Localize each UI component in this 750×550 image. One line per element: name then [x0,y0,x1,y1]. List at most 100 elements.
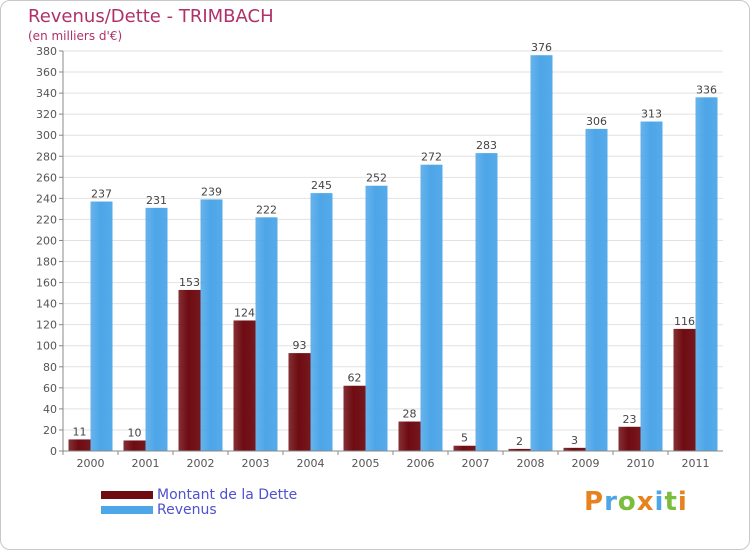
y-tick-label: 280 [36,150,57,163]
data-label-dette: 10 [128,426,142,439]
data-label-dette: 28 [403,408,417,421]
x-tick-label: 2001 [132,457,160,470]
bar-dette [618,426,641,451]
x-tick-label: 2010 [627,457,655,470]
bar-dette [563,447,586,451]
y-tick-label: 40 [43,403,57,416]
logo-letter: o [617,487,637,517]
logo-letter: t [664,487,678,517]
x-tick-label: 2005 [352,457,380,470]
data-label-dette: 62 [348,372,362,385]
bar-dette [673,328,696,451]
x-tick-label: 2007 [462,457,490,470]
data-label-revenus: 239 [201,185,222,198]
grid-layer [63,50,723,452]
x-tick-label: 2011 [682,457,710,470]
y-tick-label: 220 [36,213,57,226]
y-tick-label: 180 [36,256,57,269]
proxiti-logo: Proxiti [584,487,688,517]
value-labels-layer: 11 237 10 231 153 239 124 222 93 245 62 252 28 272 5 28… [73,41,718,448]
data-label-dette: 116 [674,315,695,328]
y-tick-label: 80 [43,361,57,374]
x-tick-label: 2000 [77,457,105,470]
bars-layer [68,55,718,452]
bar-dette [233,320,256,451]
logo-letter: P [584,487,605,517]
y-tick-label: 320 [36,108,57,121]
data-label-revenus: 237 [91,188,112,201]
x-tick-label: 2009 [572,457,600,470]
y-tick-label: 380 [36,45,57,58]
bar-dette [508,448,531,451]
y-tick-label: 200 [36,234,57,247]
legend-label-dette: Montant de la Dette [157,487,298,503]
chart-title: Revenus/Dette - TRIMBACH [28,6,274,27]
y-tick-label: 360 [36,66,57,79]
logo-letter: i [654,487,665,517]
data-label-revenus: 245 [311,179,332,192]
legend-swatch-revenus [101,506,153,514]
y-tick-label: 0 [50,445,57,458]
data-label-dette: 11 [73,425,87,438]
bar-revenus [530,55,553,452]
x-tick-label: 2002 [187,457,215,470]
bar-revenus [90,201,113,451]
legend-swatch-dette [101,491,153,499]
x-axis-ticks: 2000 2001 2002 2003 2004 2005 2006 2007 2008 2009… [62,451,710,470]
bar-revenus [145,207,168,451]
data-label-revenus: 272 [421,151,442,164]
logo-letter: x [636,487,655,517]
bar-dette [453,445,476,451]
y-tick-label: 160 [36,277,57,290]
y-tick-label: 100 [36,340,57,353]
data-label-dette: 93 [293,339,307,352]
y-tick-label: 240 [36,192,57,205]
bar-dette [178,289,201,451]
bar-dette [68,439,91,451]
y-tick-label: 300 [36,129,57,142]
x-tick-label: 2008 [517,457,545,470]
bar-revenus [420,164,443,451]
data-label-revenus: 306 [586,115,607,128]
bar-revenus [255,217,278,451]
data-label-dette: 153 [179,276,200,289]
bar-revenus [200,199,223,451]
data-label-revenus: 376 [531,41,552,54]
data-label-revenus: 252 [366,172,387,185]
x-tick-label: 2003 [242,457,270,470]
logo-letter: i [677,487,688,517]
bar-revenus [585,128,608,451]
logo-letter: r [604,487,618,517]
bar-dette [288,353,311,451]
x-tick-label: 2004 [297,457,325,470]
bar-dette [343,385,366,451]
data-label-revenus: 231 [146,194,167,207]
data-label-dette: 3 [571,434,578,447]
y-axis-ticks: 0 20 40 60 80 100 120 140 160 180 200 220 240 260 280 3… [36,45,63,458]
data-label-revenus: 313 [641,108,662,121]
data-label-dette: 2 [516,435,523,448]
y-tick-label: 60 [43,382,57,395]
y-tick-label: 120 [36,319,57,332]
y-tick-label: 340 [36,87,57,100]
bar-revenus [365,185,388,451]
data-label-dette: 5 [461,432,468,445]
data-label-revenus: 222 [256,203,277,216]
y-tick-label: 260 [36,171,57,184]
legend-label-revenus: Revenus [157,502,217,518]
data-label-dette: 124 [234,306,255,319]
data-label-revenus: 336 [696,83,717,96]
y-tick-label: 20 [43,424,57,437]
bar-revenus [695,97,718,451]
bar-revenus [640,121,663,452]
data-label-dette: 23 [623,413,637,426]
data-label-revenus: 283 [476,139,497,152]
bar-dette [123,440,146,451]
bar-revenus [475,153,498,451]
chart-subtitle: (en milliers d'€) [28,29,123,43]
x-tick-label: 2006 [407,457,435,470]
bar-revenus [310,193,333,451]
y-tick-label: 140 [36,298,57,311]
